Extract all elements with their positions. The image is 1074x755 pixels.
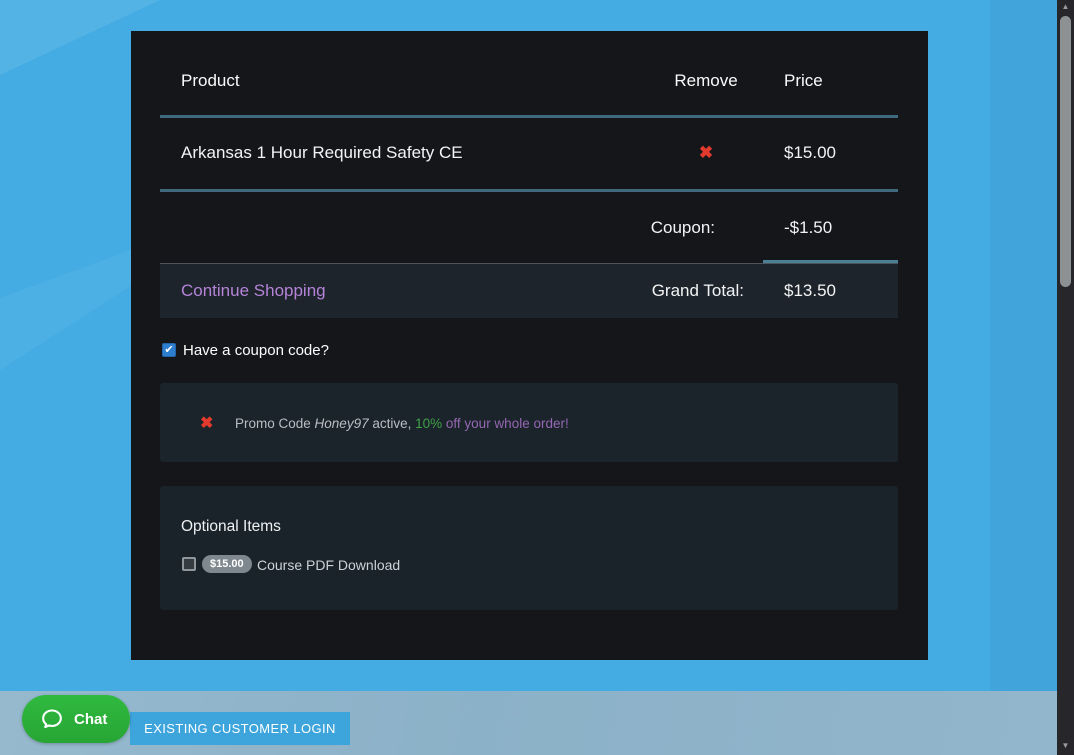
- page-scrollbar[interactable]: ▲ ▼: [1057, 0, 1074, 755]
- promo-percent: 10%: [415, 416, 443, 431]
- price-column-divider: [763, 260, 898, 263]
- promo-prefix: Promo Code: [235, 416, 315, 431]
- cart-item-name: Arkansas 1 Hour Required Safety CE: [181, 143, 463, 162]
- optional-item-checkbox[interactable]: [182, 557, 196, 571]
- promo-middle: active,: [368, 416, 416, 431]
- optional-items-panel: Optional Items $15.00 Course PDF Downloa…: [160, 486, 898, 610]
- coupon-code-checkbox[interactable]: ✔: [162, 343, 176, 357]
- coupon-code-checkbox-label[interactable]: Have a coupon code?: [183, 342, 329, 359]
- background-right-band: [990, 0, 1057, 691]
- item-divider: [160, 189, 898, 192]
- coupon-code-row: ✔ Have a coupon code?: [162, 342, 462, 360]
- grand-total-label: Grand Total:: [651, 281, 744, 300]
- optional-item-label[interactable]: Course PDF Download: [257, 557, 401, 573]
- scrollbar-thumb[interactable]: [1060, 16, 1071, 287]
- optional-items-title: Optional Items: [181, 518, 281, 535]
- background-diagonal-stripe: [0, 250, 131, 370]
- cart-card: Product Remove Price Arkansas 1 Hour Req…: [131, 31, 928, 660]
- promo-message-panel: ✖ Promo Code Honey97 active, 10% off you…: [160, 383, 898, 462]
- promo-code: Honey97: [314, 416, 369, 431]
- scroll-up-arrow-icon[interactable]: ▲: [1061, 2, 1070, 11]
- scroll-down-arrow-icon[interactable]: ▼: [1061, 741, 1070, 750]
- chat-button[interactable]: Chat: [22, 695, 130, 743]
- grand-total-value: $13.50: [784, 281, 836, 300]
- column-header-price: Price: [784, 71, 823, 90]
- cart-item-price: $15.00: [784, 143, 836, 162]
- header-divider: [160, 115, 898, 118]
- remove-item-x-icon[interactable]: ✖: [698, 143, 714, 162]
- column-header-remove: Remove: [674, 71, 738, 90]
- optional-item-price-badge: $15.00: [202, 555, 252, 573]
- coupon-label: Coupon:: [650, 218, 715, 237]
- promo-suffix: off your whole order!: [442, 416, 569, 431]
- promo-remove-x-icon[interactable]: ✖: [200, 415, 214, 432]
- chat-button-label: Chat: [74, 710, 108, 728]
- promo-message: Promo Code Honey97 active, 10% off your …: [235, 416, 569, 431]
- existing-customer-login-button[interactable]: EXISTING CUSTOMER LOGIN: [130, 712, 350, 745]
- continue-shopping-link[interactable]: Continue Shopping: [181, 281, 326, 300]
- grand-total-row: Continue Shopping Grand Total: $13.50: [160, 263, 898, 318]
- column-header-product: Product: [181, 71, 240, 90]
- coupon-value: -$1.50: [784, 218, 833, 237]
- chat-bubble-icon: [39, 706, 65, 732]
